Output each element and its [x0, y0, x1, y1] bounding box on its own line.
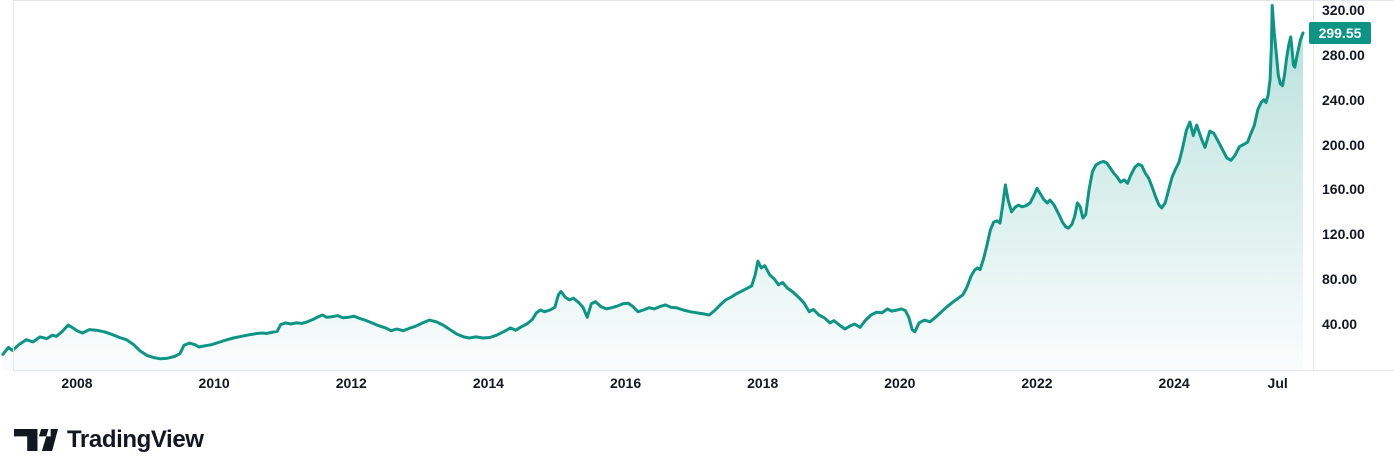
time-tick-label: 2024 — [1158, 375, 1190, 391]
price-tick-label: 320.00 — [1322, 2, 1365, 18]
price-tick-label: 80.00 — [1322, 271, 1358, 288]
time-tick-label: 2018 — [747, 375, 779, 391]
time-tick-label: 2016 — [609, 375, 642, 391]
price-axis[interactable]: 320.00 280.00 240.00 200.00 160.00 120.00 80.0… — [1313, 0, 1394, 370]
time-tick-label: 2022 — [1021, 375, 1053, 391]
price-tick-label: 160.00 — [1322, 181, 1365, 198]
time-axis[interactable]: 2008 2010 2012 2014 2016 2018 2020 2022 2024 Jul — [0, 370, 1394, 400]
price-tick-label: 240.00 — [1322, 91, 1365, 108]
time-tick-label: 2014 — [472, 375, 504, 391]
price-tick-label: 120.00 — [1322, 226, 1365, 243]
price-chart[interactable] — [0, 0, 1394, 410]
last-price-badge: 299.55 — [1309, 21, 1371, 44]
tradingview-logo-text: TradingView — [67, 426, 204, 453]
price-line — [1, 4, 1305, 361]
time-tick-label: Jul — [1267, 375, 1288, 391]
time-tick-label: 2008 — [61, 375, 93, 391]
price-tick-label: 200.00 — [1322, 136, 1365, 153]
time-tick-label: 2012 — [335, 375, 367, 391]
time-tick-label: 2010 — [198, 375, 230, 391]
price-area-fill — [2, 5, 1303, 370]
price-tick-label: 40.00 — [1322, 316, 1358, 332]
price-tick-label: 280.00 — [1322, 46, 1365, 63]
chart-frame — [13, 0, 1394, 371]
time-tick-label: 2020 — [884, 375, 916, 391]
tradingview-logo[interactable]: TradingView — [14, 426, 204, 454]
tradingview-logo-icon — [14, 429, 58, 451]
